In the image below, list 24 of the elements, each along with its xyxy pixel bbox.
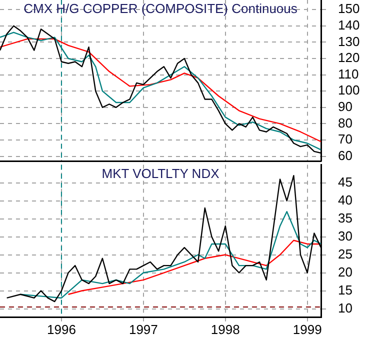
chart-title: MKT VOLTLTY NDX: [102, 166, 220, 181]
x-tick-label: 1997: [128, 322, 158, 337]
y-tick-label: 30: [338, 228, 352, 244]
y-tick-label: 25: [338, 246, 352, 262]
x-tick-label: 1998: [210, 322, 240, 337]
y-tick-label: 10: [338, 300, 352, 316]
y-tick-label: 100: [338, 82, 360, 98]
y-tick-label: 140: [338, 17, 360, 32]
y-tick-label: 150: [338, 1, 360, 16]
y-tick-label: 40: [338, 192, 352, 208]
y-tick-label: 80: [338, 115, 352, 130]
y-tick-label: 35: [338, 210, 352, 226]
x-tick-label: 1996: [47, 322, 76, 337]
y-tick-label: 130: [338, 34, 360, 49]
chart-title: CMX H/G COPPER (COMPOSITE) Continuous: [24, 0, 298, 16]
y-tick-label: 20: [338, 264, 352, 280]
y-tick-label: 45: [338, 174, 352, 190]
x-tick-label: 1999: [292, 322, 322, 337]
y-tick-label: 90: [338, 98, 352, 114]
y-tick-label: 120: [338, 50, 360, 66]
y-tick-label: 70: [338, 132, 352, 147]
y-tick-label: 60: [338, 148, 352, 163]
y-tick-label: 110: [338, 66, 359, 82]
y-tick-label: 15: [338, 282, 352, 298]
